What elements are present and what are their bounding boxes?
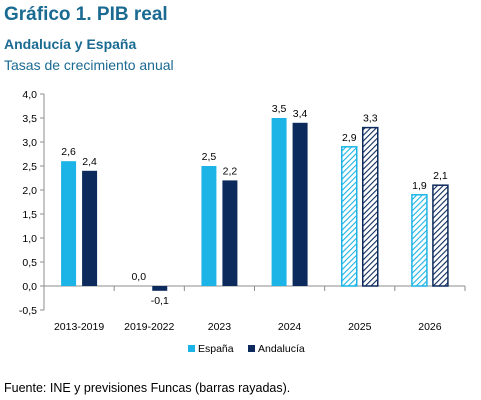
data-label: 3,5 bbox=[272, 103, 287, 115]
data-label: 2,2 bbox=[223, 165, 238, 177]
bar-andalucia bbox=[292, 122, 308, 286]
bar-andalucia bbox=[222, 180, 238, 286]
y-tick-label: 3,0 bbox=[22, 137, 37, 149]
bar-espana bbox=[411, 194, 428, 287]
chart-subsubtitle: Tasas de crecimiento anual bbox=[4, 57, 174, 73]
bar-andalucia bbox=[152, 286, 168, 291]
source-note: Fuente: INE y previsiones Funcas (barras… bbox=[4, 381, 291, 395]
x-tick-label: 2024 bbox=[278, 321, 302, 333]
y-tick-label: 2,0 bbox=[22, 185, 37, 197]
legend-label: Andalucía bbox=[258, 343, 305, 355]
data-label: 2,1 bbox=[433, 170, 448, 182]
bar-espana bbox=[201, 166, 217, 286]
data-label: 2,4 bbox=[82, 156, 97, 168]
bar-espana bbox=[61, 161, 77, 286]
legend-swatch bbox=[248, 345, 255, 352]
y-tick-label: 3,5 bbox=[22, 113, 37, 125]
data-label: 3,3 bbox=[363, 113, 378, 125]
y-tick-label: -0,5 bbox=[19, 305, 37, 317]
bar-andalucia bbox=[362, 126, 379, 287]
data-label: -0,1 bbox=[151, 295, 169, 307]
chart-subtitle: Andalucía y España bbox=[4, 36, 137, 52]
x-tick-label: 2013-2019 bbox=[54, 321, 104, 333]
x-tick-label: 2026 bbox=[418, 321, 442, 333]
y-tick-label: 0,5 bbox=[22, 257, 37, 269]
data-label: 0,0 bbox=[131, 271, 146, 283]
y-tick-label: 1,0 bbox=[22, 233, 37, 245]
bar-andalucia bbox=[82, 170, 98, 286]
x-tick-label: 2019-2022 bbox=[124, 321, 174, 333]
bar-espana bbox=[341, 146, 358, 287]
y-tick-label: 2,5 bbox=[22, 161, 37, 173]
legend-label: España bbox=[198, 343, 234, 355]
y-tick-label: 0,0 bbox=[22, 281, 37, 293]
x-tick-label: 2025 bbox=[348, 321, 372, 333]
chart-title: Gráfico 1. PIB real bbox=[4, 4, 168, 25]
data-label: 2,5 bbox=[202, 151, 217, 163]
data-label: 2,6 bbox=[61, 146, 76, 158]
y-tick-label: 4,0 bbox=[22, 89, 37, 101]
data-label: 1,9 bbox=[412, 180, 427, 192]
legend-swatch bbox=[188, 345, 195, 352]
y-tick-label: 1,5 bbox=[22, 209, 37, 221]
bar-andalucia bbox=[432, 184, 449, 287]
data-label: 3,4 bbox=[293, 108, 308, 120]
plot-area: -0,5 0,0 0,5 1,0 1,5 2,0 2,5 3,0 3,5 4,0 2013-2019… bbox=[19, 89, 466, 355]
bar-espana bbox=[271, 118, 287, 286]
data-label: 2,9 bbox=[342, 132, 357, 144]
x-tick-label: 2023 bbox=[208, 321, 232, 333]
